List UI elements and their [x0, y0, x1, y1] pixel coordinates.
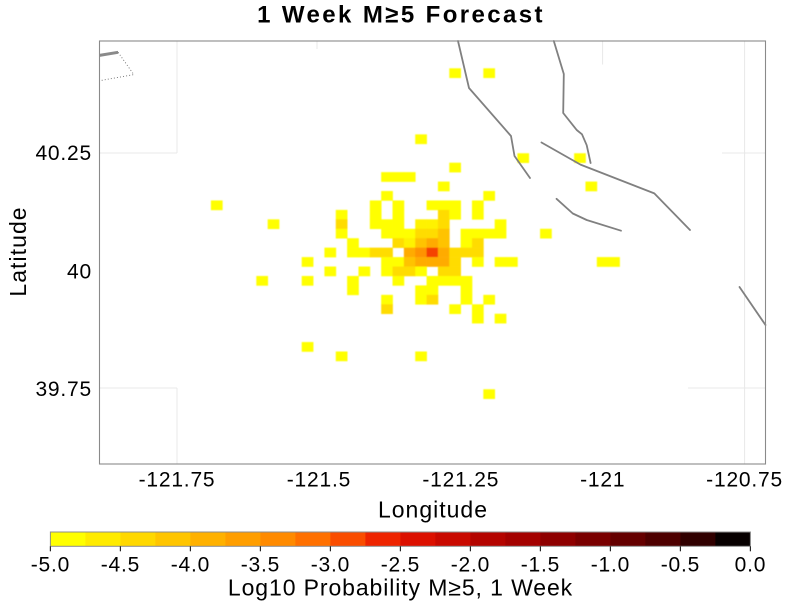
svg-text:Latitude: Latitude: [5, 206, 31, 296]
svg-text:-121.75: -121.75: [139, 469, 216, 492]
svg-text:Longitude: Longitude: [378, 497, 488, 523]
svg-text:-2.5: -2.5: [381, 553, 420, 576]
svg-text:Log10 Probability M≥5, 1 Week: Log10 Probability M≥5, 1 Week: [228, 574, 573, 600]
svg-text:-1.5: -1.5: [521, 553, 560, 576]
svg-text:-0.5: -0.5: [661, 553, 700, 576]
svg-text:-121: -121: [580, 469, 625, 492]
svg-text:40.25: 40.25: [35, 142, 92, 165]
svg-text:-121.25: -121.25: [422, 469, 499, 492]
svg-text:-3.5: -3.5: [241, 553, 280, 576]
svg-text:-2.0: -2.0: [451, 553, 490, 576]
svg-text:0.0: 0.0: [735, 553, 767, 576]
svg-text:39.75: 39.75: [35, 378, 92, 401]
svg-text:-121.5: -121.5: [287, 469, 351, 492]
svg-text:-5.0: -5.0: [31, 553, 70, 576]
svg-text:40: 40: [67, 261, 92, 284]
svg-text:-3.0: -3.0: [311, 553, 350, 576]
svg-text:-4.5: -4.5: [101, 553, 140, 576]
svg-text:-4.0: -4.0: [171, 553, 210, 576]
svg-text:-120.75: -120.75: [706, 469, 783, 492]
svg-text:-1.0: -1.0: [591, 553, 630, 576]
svg-text:1 Week M≥5 Forecast: 1 Week M≥5 Forecast: [257, 2, 545, 29]
